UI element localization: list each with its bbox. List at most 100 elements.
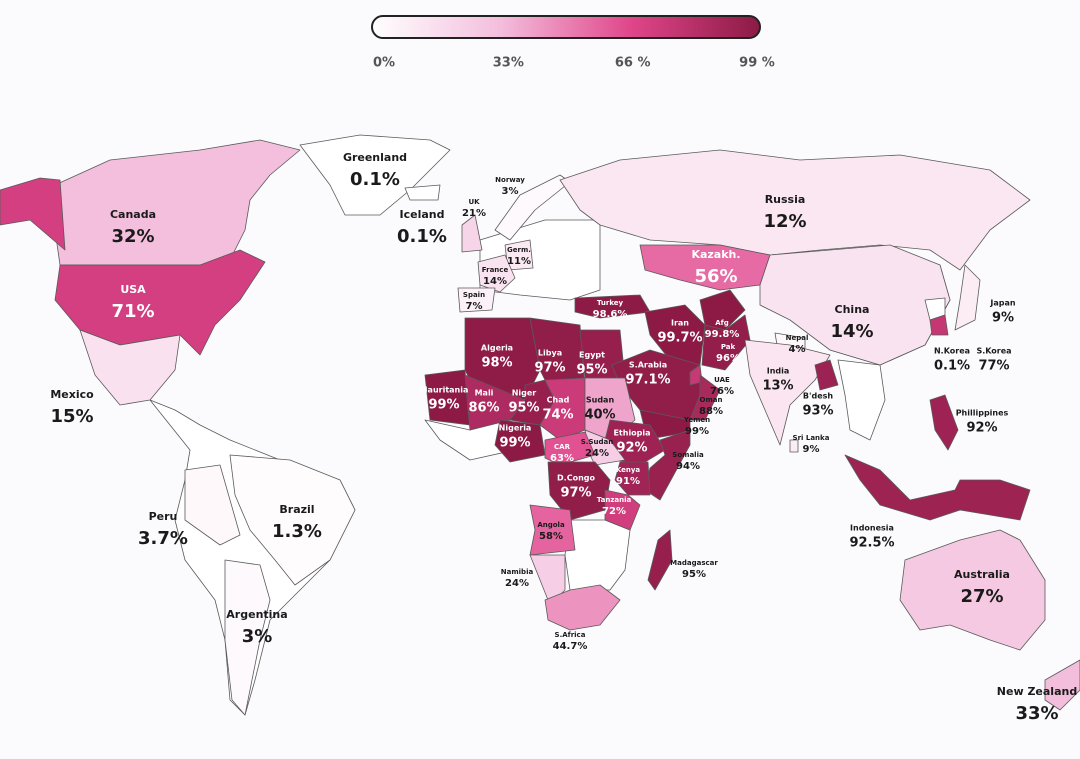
region-name: S.Africa <box>555 631 586 639</box>
region-value: 92% <box>616 441 647 456</box>
region <box>789 439 799 453</box>
region-name: N.Korea <box>934 347 970 356</box>
region-value: 99% <box>685 426 709 437</box>
region <box>1044 659 1080 711</box>
region <box>647 529 673 591</box>
region <box>614 461 651 496</box>
region-name: Brazil <box>279 503 314 516</box>
region-value: 93% <box>802 404 833 419</box>
region <box>899 529 1046 651</box>
colorbar-tick-label: 33% <box>493 56 524 71</box>
color-bar <box>371 15 761 39</box>
region-name: Mexico <box>50 388 94 401</box>
region-value: 14% <box>830 321 873 342</box>
region-value: 99.7% <box>657 331 702 346</box>
region-value: 98% <box>481 356 512 371</box>
region-name: France <box>482 266 509 274</box>
region-name: China <box>835 303 870 316</box>
region-value: 0.1% <box>934 359 970 374</box>
region-name: Egypt <box>579 351 605 360</box>
region <box>644 429 691 501</box>
region-name: Canada <box>110 208 156 221</box>
region-value: 24% <box>585 448 609 459</box>
region <box>929 314 949 336</box>
region-name: Japan <box>989 299 1016 308</box>
region-name: Kenya <box>616 466 641 474</box>
region <box>544 431 596 466</box>
region-value: 99% <box>428 398 459 413</box>
region <box>744 339 831 446</box>
region-name: Ethiopia <box>613 429 650 438</box>
region <box>814 359 839 391</box>
region-value: 0.1% <box>350 169 400 190</box>
region-name: New Zealand <box>997 685 1077 698</box>
region-name: D.Congo <box>557 474 595 483</box>
region-name: Somalia <box>672 451 704 459</box>
region-name: India <box>767 367 790 376</box>
region-name: Germ. <box>507 246 531 254</box>
region <box>544 584 621 631</box>
region-name: Algeria <box>481 344 513 353</box>
region-value: 86% <box>468 401 499 416</box>
region-name: Peru <box>149 510 178 523</box>
region-value: 1.3% <box>272 521 322 542</box>
region-value: 97% <box>560 486 591 501</box>
region <box>494 419 546 463</box>
region <box>701 314 751 371</box>
region <box>689 374 721 421</box>
region-name: Spain <box>463 291 485 299</box>
region-value: 3% <box>242 626 273 647</box>
region-value: 91% <box>616 476 640 487</box>
region-value: 96% <box>716 353 740 364</box>
region <box>229 454 356 586</box>
region-name: B'desh <box>803 392 833 401</box>
region <box>954 264 981 331</box>
region-value: 95% <box>508 401 539 416</box>
region-value: 0.1% <box>397 226 447 247</box>
region-name: Australia <box>954 568 1010 581</box>
region-name: Nepal <box>786 334 809 342</box>
region-name: Oman <box>700 396 723 404</box>
region-value: 99.8% <box>705 329 740 340</box>
region-value: 77% <box>978 359 1009 374</box>
region-value: 14% <box>483 276 507 287</box>
region-name: Mali <box>475 389 494 398</box>
region <box>574 294 651 319</box>
region-value: 11% <box>507 256 531 267</box>
region-name: Phillippines <box>956 409 1009 418</box>
region-value: 99% <box>499 436 530 451</box>
region-value: 76% <box>710 386 734 397</box>
region-value: 4% <box>789 344 806 355</box>
region-value: 7% <box>466 301 483 312</box>
region-value: 32% <box>111 226 154 247</box>
region-value: 40% <box>584 408 615 423</box>
region <box>604 489 641 531</box>
region <box>929 394 959 451</box>
region-name: Nigeria <box>499 424 532 433</box>
region <box>844 454 1031 521</box>
region-name: Indonesia <box>850 524 894 533</box>
region-name: Angola <box>537 521 565 529</box>
region-value: 71% <box>111 301 154 322</box>
region-name: Turkey <box>597 299 624 307</box>
region-value: 97.1% <box>625 373 670 388</box>
region-value: 88% <box>699 406 723 417</box>
region-name: S.Korea <box>976 347 1011 356</box>
region-value: 94% <box>676 461 700 472</box>
region-name: Sudan <box>586 396 615 405</box>
region <box>404 184 441 201</box>
region <box>464 374 526 431</box>
region-value: 21% <box>462 208 486 219</box>
region <box>699 289 746 331</box>
region <box>184 464 241 546</box>
region-name: Sri Lanka <box>793 434 830 442</box>
region <box>54 139 301 266</box>
region-name: Norway <box>495 176 525 184</box>
region-name: Libya <box>538 349 562 358</box>
region-value: 92.5% <box>849 536 894 551</box>
region <box>79 329 181 406</box>
region-name: CAR <box>554 443 571 451</box>
region-name: Argentina <box>226 608 287 621</box>
region <box>759 244 951 366</box>
